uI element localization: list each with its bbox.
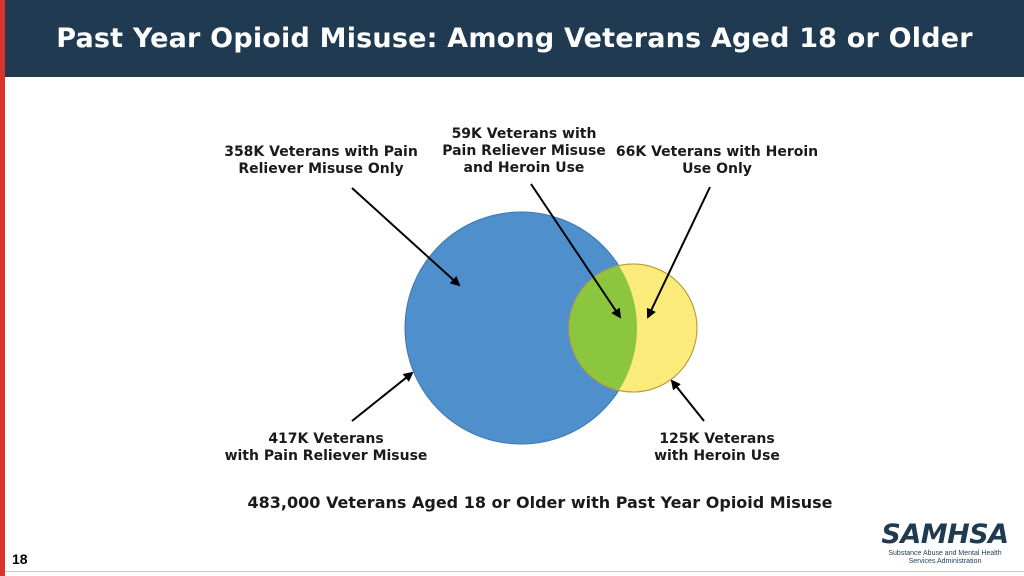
arrow-pain-total [351, 371, 414, 422]
total-summary: 483,000 Veterans Aged 18 or Older with P… [247, 493, 833, 512]
arrow-pain-only [351, 187, 461, 287]
slide-header: Past Year Opioid Misuse: Among Veterans … [5, 0, 1024, 77]
label-pain-only: 358K Veterans with Pain Reliever Misuse … [224, 144, 418, 177]
slide-title: Past Year Opioid Misuse: Among Veterans … [56, 23, 973, 54]
logo-wordmark: SAMHSA [881, 519, 1009, 550]
samhsa-logo: SAMHSA Substance Abuse and Mental Health… [880, 520, 1010, 566]
arrow-heroin-total [670, 379, 705, 422]
page-number: 18 [12, 551, 28, 567]
heroin-circle-outline [568, 263, 698, 393]
accent-bar [0, 0, 5, 576]
bottom-divider [5, 571, 1024, 572]
arrow-both [530, 183, 622, 319]
logo-subtext: Substance Abuse and Mental Health Servic… [888, 550, 1002, 565]
label-both: 59K Veterans with Pain Reliever Misuse a… [442, 126, 606, 176]
label-heroin-only: 66K Veterans with Heroin Use Only [615, 144, 819, 177]
label-pain-total: 417K Veterans with Pain Reliever Misuse [224, 431, 428, 464]
arrow-heroin-only [646, 186, 711, 319]
label-heroin-total: 125K Veterans with Heroin Use [654, 431, 780, 464]
